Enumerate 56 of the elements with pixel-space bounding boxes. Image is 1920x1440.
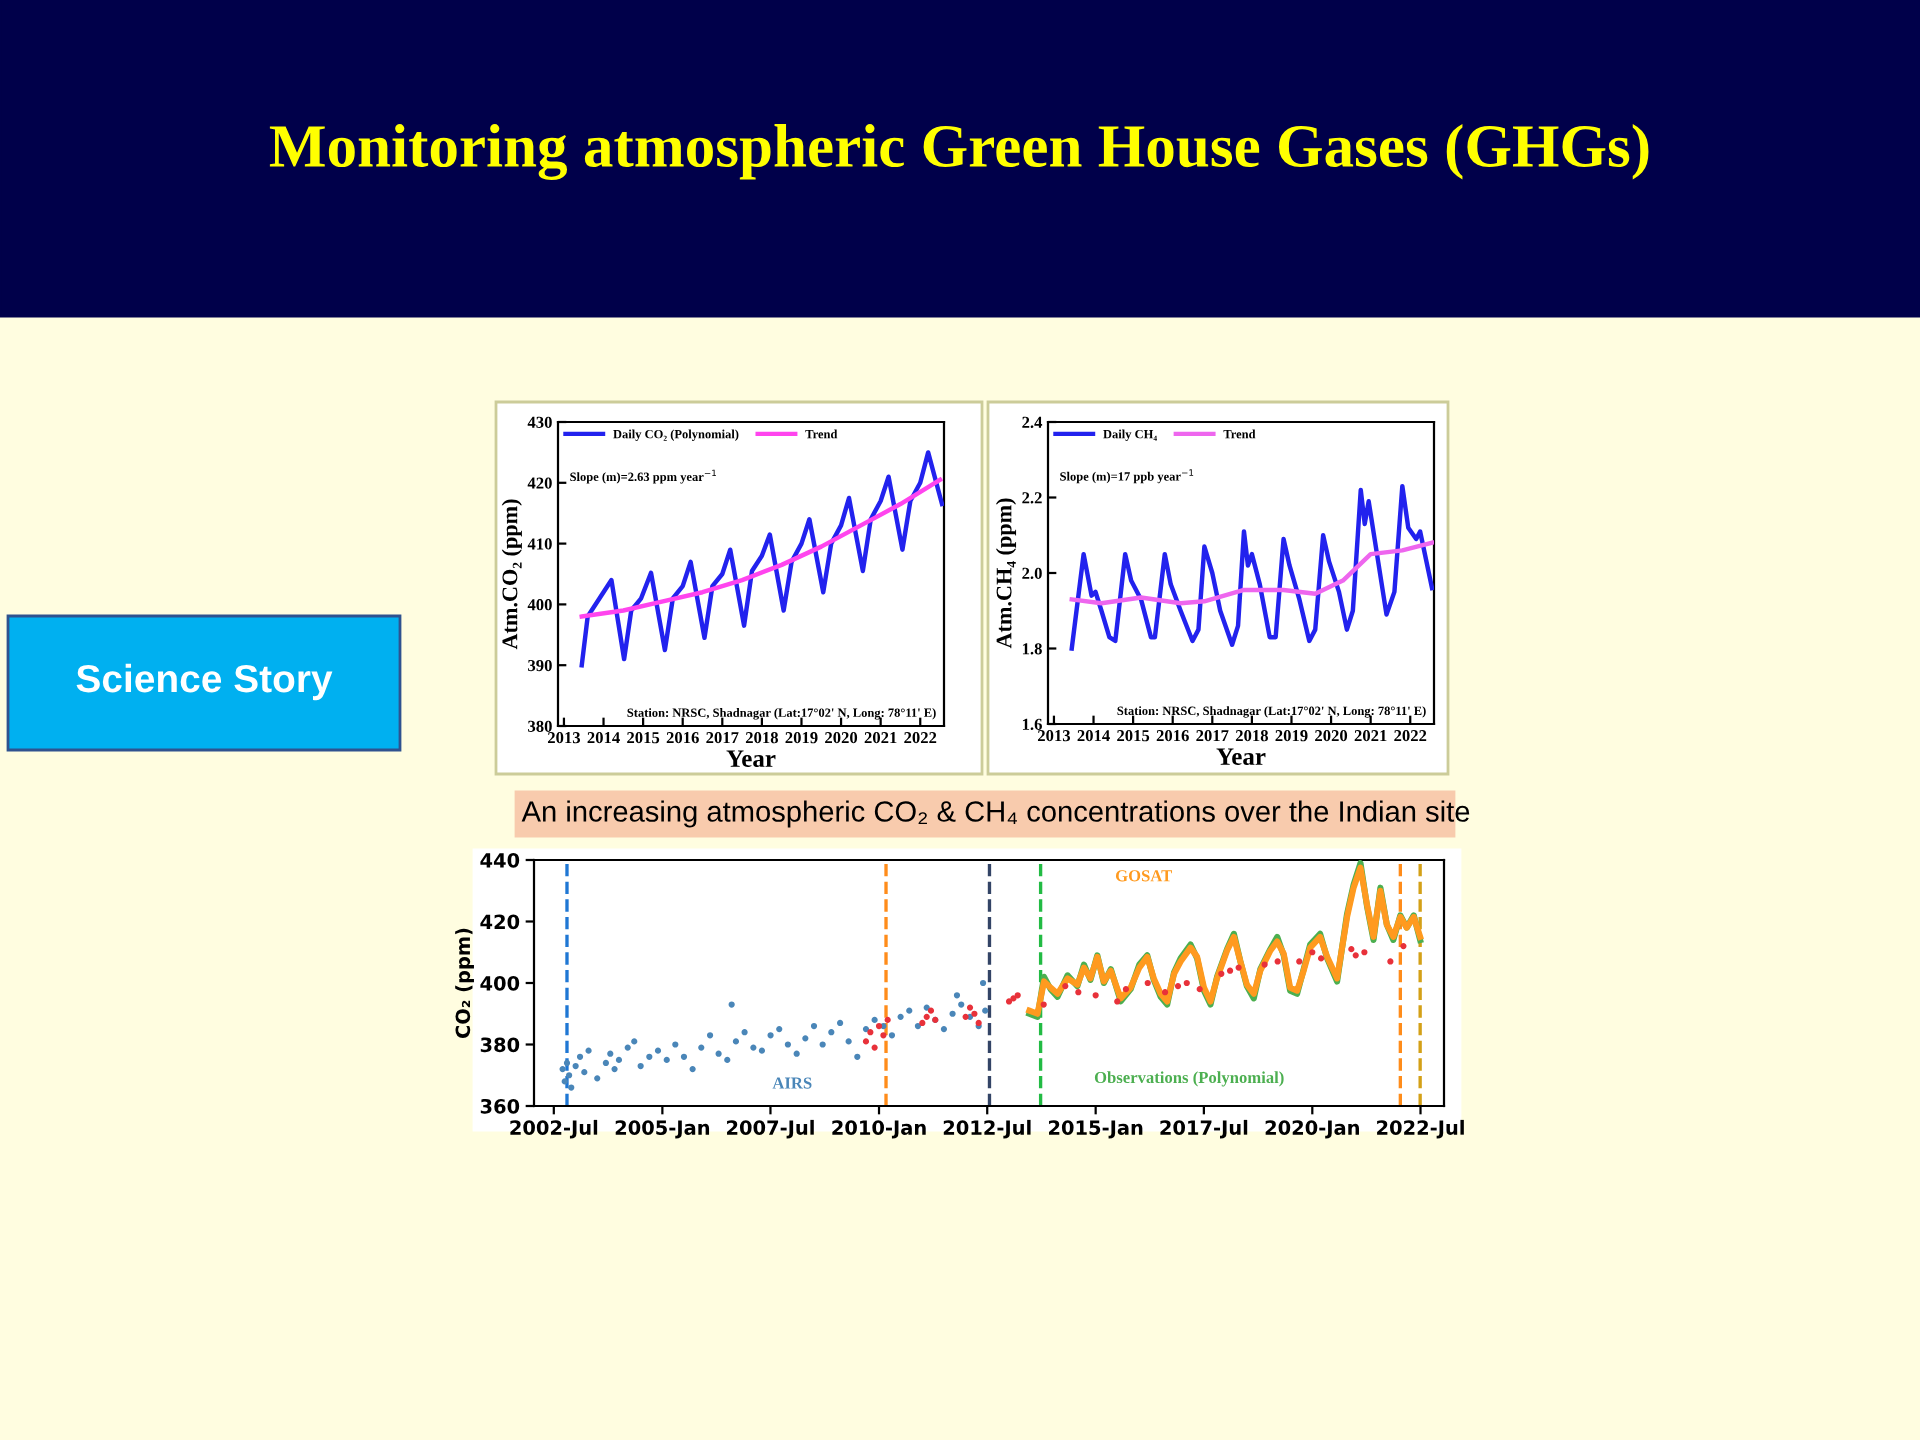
y-tick-label: 1.8 — [1022, 643, 1042, 655]
y-tick-label: 390 — [528, 659, 552, 672]
x-tick-label: 2018 — [745, 732, 778, 744]
y-tick-label: 380 — [480, 1037, 520, 1053]
y-tick-label: 420 — [527, 477, 552, 489]
y-axis-title: CO₂ (ppm) — [455, 928, 474, 1039]
x-tick-label: 2007-Jul — [727, 1119, 814, 1139]
x-tick-label: 2012-Jul — [943, 1119, 1031, 1139]
x-tick-label: 2015 — [627, 732, 660, 744]
y-tick-label: 400 — [527, 599, 552, 611]
x-tick-label: 2019 — [785, 732, 818, 744]
y-tick-label: 2.2 — [1022, 492, 1042, 504]
x-tick-label: 2014 — [587, 732, 620, 744]
annotation: GOSAT — [1115, 870, 1173, 882]
x-tick-label: 2016 — [1156, 730, 1189, 742]
y-tick-label: 2.4 — [1022, 416, 1043, 429]
x-tick-label: 2019 — [1275, 730, 1308, 742]
y-tick-label: 410 — [527, 538, 552, 550]
x-tick-label: 2022 — [1394, 730, 1427, 742]
x-tick-label: 2020 — [825, 732, 858, 744]
x-tick-label: 2010-Jan — [832, 1120, 926, 1139]
y-tick-label: 440 — [480, 852, 520, 868]
y-tick-label: 1.6 — [1022, 718, 1042, 731]
x-tick-label: 2015 — [1117, 730, 1150, 742]
x-axis-title: Year — [726, 750, 776, 768]
y-tick-label: 2.0 — [1022, 567, 1042, 580]
text: An increasing atmospheric CO₂ & CH₄ concentrations over the Indian site — [521, 800, 1470, 828]
annotation: Observations (Polynomial) — [1094, 1071, 1284, 1087]
y-tick-label: 420 — [480, 914, 520, 930]
text: Monitoring atmospheric Green House Gases (GHGs) — [269, 124, 1649, 180]
x-tick-label: 2021 — [864, 732, 897, 744]
y-tick-label: 360 — [480, 1098, 520, 1114]
x-axis-title: Year — [1216, 748, 1266, 766]
x-tick-label: 2020 — [1315, 730, 1348, 742]
x-tick-label: 2022-Jul — [1377, 1119, 1464, 1139]
x-tick-label: 2021 — [1354, 730, 1387, 742]
y-axis-title: Atm.CO₂ (ppm) — [501, 499, 522, 650]
y-tick-label: 400 — [480, 975, 520, 991]
annotation: AIRS — [772, 1077, 812, 1089]
x-tick-label: 2017-Jul — [1160, 1119, 1248, 1139]
y-tick-label: 380 — [528, 720, 552, 732]
x-tick-label: 2020-Jan — [1265, 1120, 1359, 1139]
x-tick-label: 2014 — [1077, 730, 1110, 742]
y-axis-title: Atm.CH₄ (ppm) — [995, 498, 1017, 649]
text: Science Story — [76, 663, 333, 701]
x-tick-label: 2016 — [666, 732, 699, 744]
x-tick-label: 2005-Jan — [615, 1120, 710, 1139]
x-tick-label: 2013 — [547, 732, 581, 744]
y-tick-label: 430 — [527, 416, 552, 428]
x-tick-label: 2002-Jul — [510, 1119, 598, 1139]
x-tick-label: 2017 — [1196, 730, 1229, 742]
x-tick-label: 2018 — [1235, 730, 1268, 742]
x-tick-label: 2017 — [706, 732, 739, 744]
x-tick-label: 2013 — [1037, 730, 1071, 742]
x-tick-label: 2015-Jan — [1049, 1120, 1143, 1139]
x-tick-label: 2022 — [904, 732, 937, 744]
